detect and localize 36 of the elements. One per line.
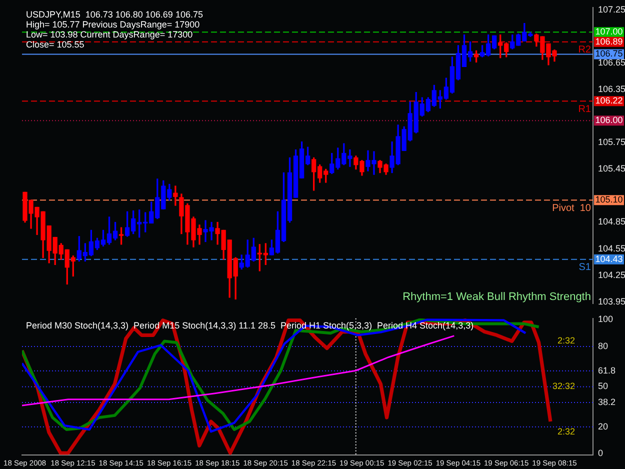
- annotation: Rhythm=1 Weak Bull Rhythm Strength: [402, 291, 591, 304]
- y-tick-label: 80: [598, 341, 608, 352]
- ref-line-label: 106.00: [595, 115, 623, 126]
- y-tick-label: 0: [598, 448, 604, 458]
- annotation: Close= 105.55: [26, 39, 84, 50]
- annotation: 2:32: [557, 426, 575, 437]
- candlestick: [173, 186, 178, 206]
- chart-title: USDJPY,M15 106.73 106.80 106.69 106.75: [26, 9, 203, 20]
- y-tick-label: 61.8: [598, 365, 616, 376]
- y-tick-label: 106.35: [598, 84, 625, 94]
- y-tick-label: 20: [598, 421, 608, 432]
- annotation: 2:32: [557, 336, 575, 346]
- y-tick-label: 104.25: [598, 270, 625, 280]
- y-tick-label: 106.65: [598, 58, 625, 68]
- ref-line-label: 106.75: [595, 48, 623, 59]
- annotation: R2: [578, 44, 592, 56]
- annotation: Pivot 10: [552, 202, 592, 214]
- ref-line-label: 105.10: [595, 194, 623, 205]
- annotation: Low= 103.98 Current DaysRange= 17300: [26, 29, 193, 40]
- y-tick-label: 107.25: [598, 4, 625, 15]
- ref-line-label: 107.00: [595, 26, 623, 37]
- ref-line-label: 106.89: [595, 36, 623, 46]
- y-tick-label: 103.95: [598, 296, 625, 306]
- annotation: High= 105.77 Previous DaysRange= 17900: [26, 19, 200, 30]
- annotation: 32:32: [552, 381, 575, 392]
- y-tick-label: 50: [598, 381, 608, 392]
- ref-line-label: 104.43: [595, 254, 623, 264]
- y-tick-label: 105.45: [598, 164, 625, 174]
- y-tick-label: 38.2: [598, 396, 616, 407]
- y-tick-label: 104.55: [598, 243, 625, 254]
- y-tick-label: 100: [598, 314, 614, 324]
- annotation: S1: [578, 262, 592, 274]
- y-tick-label: 104.85: [598, 216, 625, 227]
- ref-line-label: 106.22: [595, 96, 623, 106]
- annotation: R1: [578, 104, 592, 115]
- y-tick-label: 105.75: [598, 137, 625, 148]
